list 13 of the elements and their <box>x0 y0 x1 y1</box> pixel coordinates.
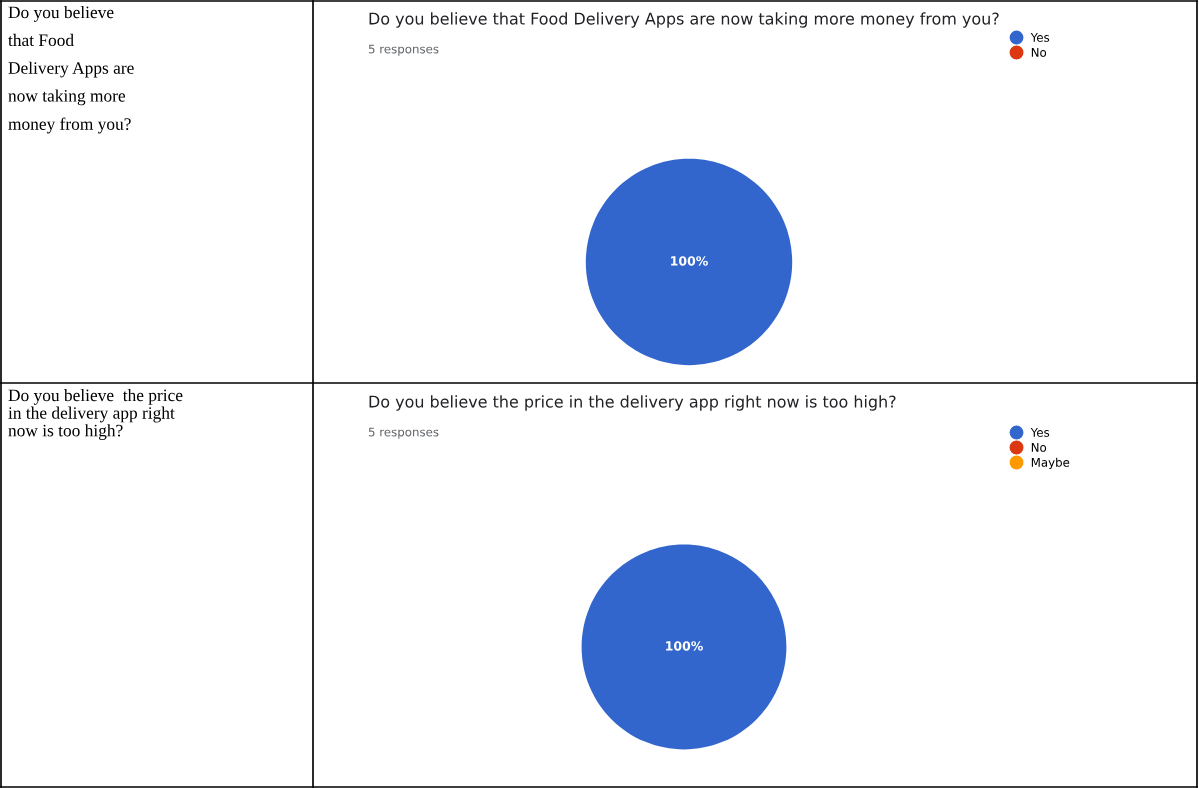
data-label: 100% <box>671 256 708 266</box>
legend-label: Maybe <box>1031 457 1070 470</box>
text: 5 responses <box>368 427 439 439</box>
legend-label: No <box>1031 443 1047 452</box>
legend-label: No <box>1031 48 1047 57</box>
text: 5 responses <box>368 44 439 56</box>
data-label: 100% <box>666 641 703 651</box>
text: Do you believe the price in the delivery app right now is too high? <box>8 389 183 440</box>
chart-title: Do you believe that Food Delivery Apps are now taking more money from you? <box>369 12 999 28</box>
legend-label: Yes <box>1030 33 1050 42</box>
chart-title: Do you believe the price in the delivery app right now is too high? <box>369 395 896 411</box>
text: Do you believe that Food Delivery Apps are now taking more money from you? <box>8 6 134 134</box>
legend-label: Yes <box>1030 428 1050 437</box>
